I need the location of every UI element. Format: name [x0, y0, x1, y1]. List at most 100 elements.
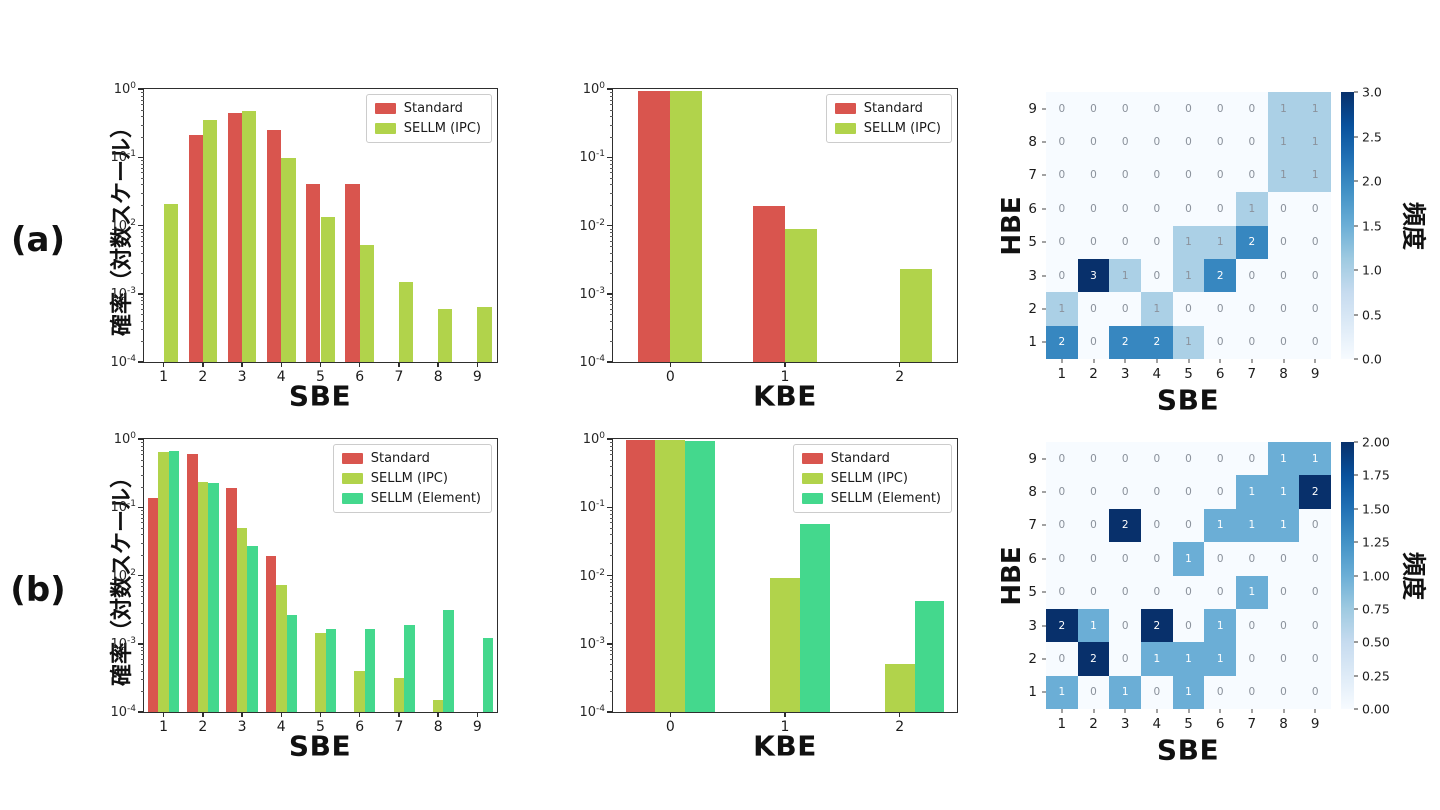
heatmap-col-label: 7 — [1247, 716, 1257, 732]
heatmap-cell: 0 — [1267, 542, 1300, 576]
y-minor-tick-mark — [141, 586, 144, 588]
heatmap-cell: 0 — [1046, 442, 1078, 476]
y-minor-tick-mark — [610, 522, 613, 524]
heatmap-cell: 0 — [1046, 192, 1078, 226]
y-tick-label: 100 — [113, 430, 136, 448]
colorbar-tick-mark — [1354, 225, 1358, 226]
y-minor-tick-mark — [610, 300, 613, 302]
bar-standard — [188, 135, 203, 362]
bar-sellm-element- — [325, 628, 337, 712]
heatmap-cell: 1 — [1204, 608, 1236, 643]
y-minor-tick-mark — [141, 236, 144, 238]
y-tick-label: 10-4 — [110, 353, 136, 371]
heatmap-cell: 0 — [1077, 675, 1110, 709]
colorbar-tick-mark — [1354, 608, 1358, 610]
y-minor-tick-mark — [610, 136, 613, 138]
y-minor-tick-mark — [141, 104, 144, 106]
heatmap-row-tick — [1042, 458, 1046, 460]
x-tick-mark — [162, 712, 165, 717]
x-tick-label: 6 — [355, 369, 365, 385]
y-minor-tick-mark — [610, 596, 613, 598]
heatmap-row-label: 1 — [1028, 684, 1037, 701]
x-tick-label: 8 — [433, 719, 443, 735]
heatmap-row-label: 6 — [1028, 200, 1037, 217]
heatmap-cell: 0 — [1299, 325, 1331, 359]
heatmap-cell: 0 — [1046, 575, 1078, 609]
x-tick-mark — [358, 712, 361, 717]
x-tick-label: 2 — [895, 719, 905, 735]
heatmap-row-label: 8 — [1028, 134, 1037, 151]
colorbar-label-a: 頻度 — [1399, 202, 1428, 250]
y-minor-tick-mark — [141, 232, 144, 234]
colorbar-tick-mark — [1354, 541, 1358, 543]
y-minor-tick-mark — [141, 167, 144, 169]
bar-chart-a-kbe: 100 10-1 10-2 10-3 10-4 0 1 2 Standard SELLM (IPC… — [579, 81, 958, 385]
heatmap-cell: 0 — [1235, 258, 1268, 293]
legend-swatch — [801, 493, 823, 504]
heatmap-cell: 0 — [1267, 575, 1300, 609]
bar-standard — [265, 556, 277, 712]
heatmap-cell: 0 — [1140, 258, 1173, 293]
heatmap-cell: 0 — [1140, 442, 1173, 476]
y-minor-tick-mark — [610, 442, 613, 444]
heatmap-cell: 3 — [1077, 258, 1110, 293]
y-tick-mark — [138, 224, 144, 227]
legend-label: Standard — [863, 101, 923, 116]
heatmap-col-label: 3 — [1120, 366, 1130, 382]
bar-standard — [147, 498, 159, 712]
bar-sellm-ipc- — [320, 216, 335, 362]
bar-sellm-ipc- — [432, 699, 444, 712]
y-minor-tick-mark — [141, 590, 144, 592]
y-minor-tick-mark — [141, 449, 144, 451]
legend-swatch — [374, 123, 396, 134]
x-axis-label-b-sbe: SBE — [288, 729, 352, 763]
y-minor-tick-mark — [141, 466, 144, 468]
y-minor-tick-mark — [141, 459, 144, 461]
heatmap-cell: 0 — [1077, 125, 1110, 159]
heatmap-cell: 1 — [1299, 158, 1331, 193]
y-minor-tick-mark — [610, 236, 613, 238]
y-tick-label: 10-4 — [579, 353, 605, 371]
y-tick-mark — [138, 506, 144, 508]
y-tick-mark — [138, 293, 144, 295]
heatmap-cell: 0 — [1046, 508, 1078, 543]
y-tick-label: 10-2 — [579, 567, 605, 584]
y-minor-tick-mark — [141, 252, 144, 254]
heatmap-cell: 0 — [1109, 575, 1141, 609]
colorbar-tick-label: 2.0 — [1362, 173, 1382, 189]
y-minor-tick-mark — [610, 459, 613, 461]
heatmap-cell: 1 — [1172, 642, 1205, 676]
y-minor-tick-mark — [141, 664, 144, 666]
bar-standard — [625, 439, 656, 712]
heatmap-cell: 2 — [1109, 325, 1141, 359]
heatmap-col-tick — [1124, 709, 1126, 713]
legend-item: SELLM (Element) — [341, 491, 481, 506]
x-tick-mark — [202, 362, 204, 367]
x-tick-mark — [437, 712, 439, 717]
colorbar-tick-mark — [1354, 358, 1358, 360]
heatmap-row-label: 3 — [1028, 617, 1037, 634]
heatmap-cell: 1 — [1046, 292, 1078, 326]
heatmap-cell: 1 — [1267, 158, 1300, 193]
heatmap-cell: 2 — [1204, 258, 1236, 293]
heatmap-col-tick — [1219, 709, 1221, 713]
heatmap-cell: 0 — [1172, 475, 1205, 509]
y-tick-label: 10-1 — [579, 149, 605, 166]
heatmap-cell: 0 — [1235, 542, 1268, 576]
y-minor-tick-mark — [610, 582, 613, 584]
heatmap-col-tick — [1283, 359, 1284, 363]
row-label-b: (b) — [10, 570, 66, 610]
heatmap-cell: 0 — [1077, 575, 1110, 609]
y-minor-tick-mark — [141, 163, 144, 165]
bar-sellm-ipc- — [359, 244, 375, 362]
y-minor-tick-mark — [141, 136, 144, 138]
y-minor-tick-mark — [610, 124, 613, 126]
y-minor-tick-mark — [610, 252, 613, 254]
x-tick-mark — [202, 712, 204, 717]
y-tick-mark — [138, 574, 144, 577]
heatmap-cell: 0 — [1267, 258, 1300, 293]
heatmap-row-tick — [1042, 241, 1046, 243]
y-axis-label-a-hbe: HBE — [997, 196, 1027, 256]
colorbar-tick-mark — [1354, 441, 1358, 443]
y-tick-label: 10-3 — [579, 635, 605, 652]
